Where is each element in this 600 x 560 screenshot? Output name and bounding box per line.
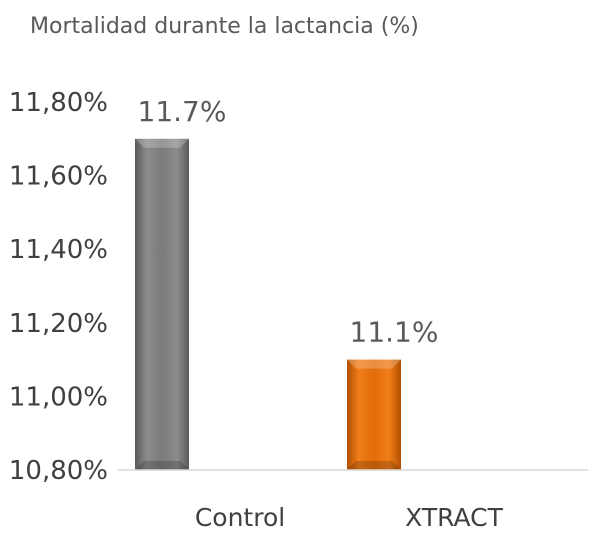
bar-bevel-top xyxy=(347,359,401,369)
chart-title: Mortalidad durante la lactancia (%) xyxy=(30,14,419,39)
y-tick-label: 11,60% xyxy=(9,162,108,192)
bars xyxy=(135,138,401,471)
bar-body xyxy=(135,138,189,471)
y-tick-label: 11,80% xyxy=(9,88,108,118)
x-tick-label: XTRACT xyxy=(405,503,503,532)
bar-bevel-bottom xyxy=(347,461,401,470)
x-tick-label: Control xyxy=(195,503,285,532)
bar-bevel-top xyxy=(135,138,189,148)
bar-bevel-bottom xyxy=(135,461,189,470)
y-tick-label: 11,00% xyxy=(9,382,108,412)
y-tick-label: 10,80% xyxy=(9,456,108,486)
data-label: 11.7% xyxy=(138,95,227,128)
data-labels: 11.7% 11.1% xyxy=(138,95,439,349)
x-axis-ticks: Control XTRACT xyxy=(195,503,504,532)
data-label: 11.1% xyxy=(350,316,439,349)
bar-control xyxy=(135,138,189,471)
y-tick-label: 11,20% xyxy=(9,309,108,339)
y-tick-label: 11,40% xyxy=(9,235,108,265)
bar-body xyxy=(347,359,401,470)
y-axis-ticks: 11,80% 11,60% 11,40% 11,20% 11,00% 10,80% xyxy=(9,88,108,486)
bar-xtract xyxy=(347,359,401,470)
